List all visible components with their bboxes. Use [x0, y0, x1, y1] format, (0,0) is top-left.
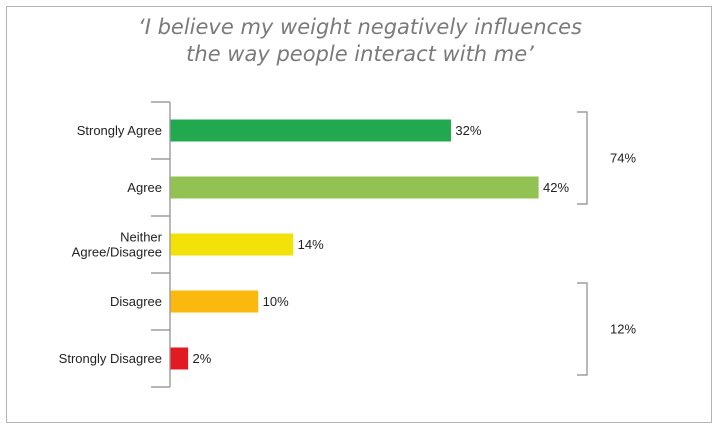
- group-bracket: [577, 111, 588, 205]
- category-label: Agree/Disagree: [72, 245, 162, 260]
- bar: [170, 290, 259, 313]
- chart-frame: [6, 6, 712, 423]
- category-label: Strongly Disagree: [59, 351, 162, 366]
- chart-title-line-1: ‘I believe my weight negatively influenc…: [138, 15, 582, 39]
- chart-title: ‘I believe my weight negatively influenc…: [0, 14, 720, 68]
- category-label: Strongly Agree: [77, 123, 162, 138]
- value-label: 32%: [455, 123, 481, 138]
- group-total-label: 12%: [610, 322, 636, 337]
- bar: [170, 176, 539, 199]
- value-label: 10%: [263, 294, 289, 309]
- bar: [170, 119, 451, 142]
- value-label: 42%: [543, 180, 569, 195]
- bar: [170, 347, 189, 370]
- value-label: 14%: [298, 237, 324, 252]
- chart-title-line-2: the way people interact with me’: [186, 42, 534, 66]
- value-label: 2%: [193, 351, 212, 366]
- group-total-label: 74%: [610, 151, 636, 166]
- category-label: Neither: [120, 230, 163, 245]
- category-label: Disagree: [110, 294, 162, 309]
- bar: [170, 233, 294, 256]
- category-label: Agree: [127, 180, 162, 195]
- group-bracket: [577, 282, 588, 376]
